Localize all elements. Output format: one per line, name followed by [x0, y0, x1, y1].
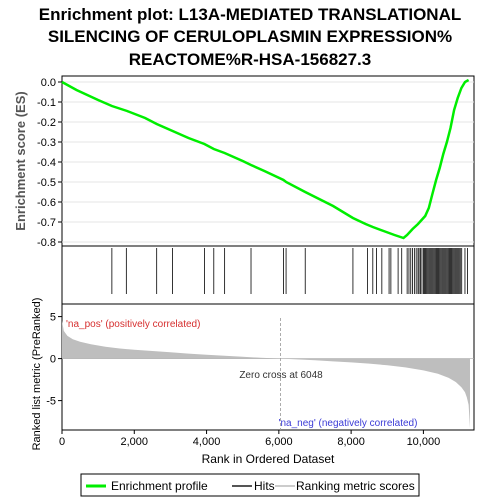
es-y-tick-label: -0.5: [37, 177, 56, 189]
es-panel-frame: [61, 75, 475, 247]
es-y-tick-label: -0.4: [37, 157, 56, 169]
es-y-ticks: 0.0 -0.1 -0.2 -0.3 -0.4 -0.5 -0.6 -0.7 -0.8: [37, 77, 62, 249]
metric-y-axis-label: Ranked list metric (PreRanked): [31, 298, 43, 451]
pos-correlated-label: 'na_pos' (positively correlated): [66, 319, 200, 330]
legend-hits-label: Hits: [254, 479, 275, 493]
es-y-tick-label: 0.0: [41, 77, 56, 89]
x-tick-label: 2,000: [121, 436, 149, 448]
chart-title-line-1: Enrichment plot: L13A-MEDIATED TRANSLATI…: [39, 5, 461, 24]
chart-title-line-2: SILENCING OF CERULOPLASMIN EXPRESSION%: [48, 27, 452, 46]
hits-panel-frame: [61, 245, 475, 305]
enrichment-profile-line: [61, 78, 470, 240]
es-y-tick-label: -0.6: [37, 197, 56, 209]
x-tick-label: 10,000: [407, 436, 441, 448]
legend-enrichment-label: Enrichment profile: [111, 479, 208, 493]
x-axis-label: Rank in Ordered Dataset: [202, 452, 335, 466]
metric-y-ticks: 5 0 -5: [46, 312, 62, 408]
es-y-tick-label: -0.3: [37, 137, 56, 149]
es-y-tick-label: -0.2: [37, 117, 56, 129]
es-gridlines: [62, 81, 474, 243]
chart-title-line-3: REACTOME%R-HSA-156827.3: [129, 50, 371, 69]
neg-correlated-label: 'na_neg' (negatively correlated): [279, 418, 418, 429]
x-tick-label: 4,000: [193, 436, 221, 448]
metric-y-tick-label: -5: [46, 396, 56, 408]
metric-y-tick-label: 0: [50, 354, 56, 366]
hit-ticks: [111, 248, 468, 294]
es-y-tick-label: -0.7: [37, 217, 56, 229]
x-tick-label: 0: [59, 436, 65, 448]
x-tick-label: 6,000: [265, 436, 293, 448]
legend-metric-label: Ranking metric scores: [296, 479, 415, 493]
x-tick-label: 8,000: [337, 436, 365, 448]
metric-x-ticks: 0 2,000 4,000 6,000 8,000 10,000: [59, 430, 440, 448]
es-y-tick-label: -0.8: [37, 237, 56, 249]
metric-y-tick-label: 5: [50, 312, 56, 324]
es-y-axis-label: Enrichment score (ES): [13, 91, 28, 230]
es-y-tick-label: -0.1: [37, 97, 56, 109]
zero-cross-label: Zero cross at 6048: [239, 370, 323, 381]
